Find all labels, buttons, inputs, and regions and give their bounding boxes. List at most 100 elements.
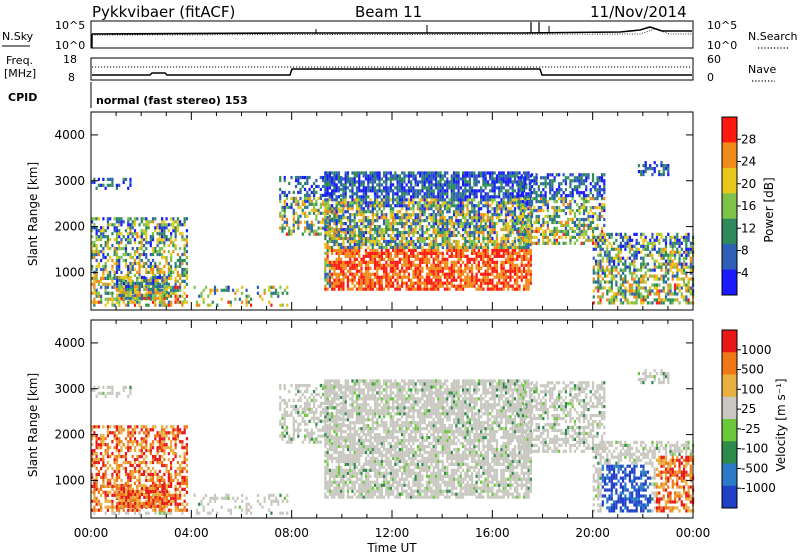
power-cell [516,183,519,187]
power-cell [120,220,123,224]
power-cell [516,284,519,288]
power-cell [385,224,388,229]
power-cell [615,265,618,269]
power-cell [421,281,424,285]
power-cell [535,226,538,231]
power-cell [511,210,514,214]
power-cell [519,220,522,225]
power-cell [419,260,422,264]
power-cell [136,293,139,297]
power-cell [423,198,426,202]
power-cell [537,188,540,192]
power-cell [385,174,388,178]
power-cell [480,257,483,261]
power-cell [396,183,399,187]
power-cell [91,246,94,251]
power-cell [423,207,426,211]
power-cell [378,195,381,199]
power-cell [385,275,388,279]
power-cell [147,287,150,291]
power-cell [555,226,558,231]
power-cell [466,275,469,279]
power-cell [535,220,538,225]
power-cell [127,232,130,236]
power-cell [394,251,397,255]
power-cell [299,175,302,180]
power-cell [136,276,139,280]
power-cell [423,177,426,181]
power-cell [367,207,370,211]
power-cell [376,281,379,285]
power-cell [387,275,390,279]
power-cell [340,287,343,291]
power-cell [127,303,130,307]
power-cell [642,286,645,290]
power-cell [156,267,159,272]
power-cell [158,282,161,286]
power-cell [378,201,381,205]
power-cell [551,197,554,201]
power-cell [104,288,107,292]
power-cell [261,297,264,301]
power-cell [428,189,431,193]
power-cell [154,303,157,307]
power-cell [131,284,135,288]
power-cell [371,242,374,247]
power-cell [491,269,494,273]
power-cell [149,278,153,283]
power-cell [387,257,390,261]
power-cell [468,201,471,205]
power-cell [564,188,568,192]
power-cell [589,205,592,210]
power-cell [355,213,359,217]
power-cell [564,241,568,245]
power-cell [344,210,347,214]
power-cell [421,183,424,187]
power-cell [396,222,399,226]
power-cell [482,254,485,258]
power-cell [118,264,121,269]
power-cell [504,269,508,273]
power-cell [504,219,508,223]
power-cell [597,271,600,275]
power-cell [403,198,406,202]
power-cell [170,232,173,236]
power-cell [346,236,350,241]
power-cell [439,227,442,232]
power-cell [351,180,354,184]
power-cell [344,248,347,253]
power-cell [403,216,406,220]
power-cell [387,287,390,291]
power-cell [358,195,361,199]
power-cell [537,241,540,245]
power-cell [633,277,636,281]
power-cell [142,217,146,221]
power-cell [518,198,521,202]
power-cell [172,285,175,289]
power-cell [124,252,128,257]
power-cell [560,220,563,225]
power-cell [608,280,611,284]
power-cell [606,292,609,296]
power-cell [437,219,440,223]
power-cell [340,257,343,261]
power-cell [489,174,492,178]
power-cell [95,217,98,221]
power-cell [378,284,381,288]
power-cell [640,268,643,272]
power-cell [389,242,392,247]
power-cell [104,229,107,233]
power-cell [549,185,552,189]
power-cell [312,190,316,195]
power-cell [596,194,599,198]
power-cell [486,263,490,267]
power-cell [179,223,182,227]
power-cell [389,171,392,175]
power-cell [500,180,503,184]
power-cell [466,263,469,267]
power-cell [596,223,599,228]
power-cell [315,232,318,236]
power-cell [403,275,406,279]
power-cell [546,208,549,213]
power-cell [466,254,469,258]
